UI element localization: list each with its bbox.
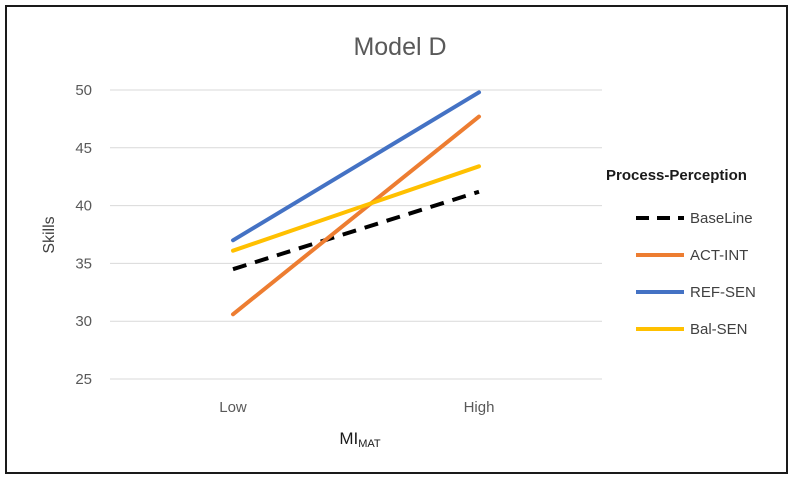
legend-label-bal-sen: Bal-SEN [690, 321, 748, 338]
x-tick-labels: Low High [219, 399, 494, 416]
legend-item-act-int: ACT-INT [636, 247, 748, 264]
x-axis-label: MIMAT [339, 429, 381, 450]
series-lines [231, 90, 481, 317]
series-line-bal-sen [231, 164, 481, 253]
series-line-baseline [232, 189, 480, 272]
x-axis-label-subscript: MAT [358, 438, 381, 450]
y-axis-label: Skills [41, 216, 58, 253]
series-line-act-int [231, 114, 481, 317]
x-tick-label-high: High [464, 399, 495, 416]
legend-label-baseline: BaseLine [690, 210, 753, 227]
legend-label-ref-sen: REF-SEN [690, 284, 756, 301]
legend-item-ref-sen: REF-SEN [636, 284, 756, 301]
x-axis-label-main: MI [339, 429, 358, 448]
y-tick-label-25: 25 [75, 371, 92, 388]
y-tick-label-40: 40 [75, 198, 92, 215]
grid-lines [110, 89, 602, 380]
legend-title: Process-Perception [606, 167, 747, 184]
y-tick-label-30: 30 [75, 313, 92, 330]
legend: BaseLine ACT-INT REF-SEN Bal-SEN [636, 210, 756, 338]
legend-label-act-int: ACT-INT [690, 247, 748, 264]
y-tick-label-45: 45 [75, 140, 92, 157]
series-line-ref-sen [231, 90, 481, 243]
y-tick-labels: 25 30 35 40 45 50 [75, 82, 92, 388]
chart-title: Model D [353, 33, 446, 61]
y-tick-label-50: 50 [75, 82, 92, 99]
y-tick-label-35: 35 [75, 255, 92, 272]
chart-frame [5, 5, 788, 474]
x-tick-label-low: Low [219, 399, 247, 416]
legend-item-baseline: BaseLine [636, 210, 753, 227]
legend-item-bal-sen: Bal-SEN [636, 321, 748, 338]
